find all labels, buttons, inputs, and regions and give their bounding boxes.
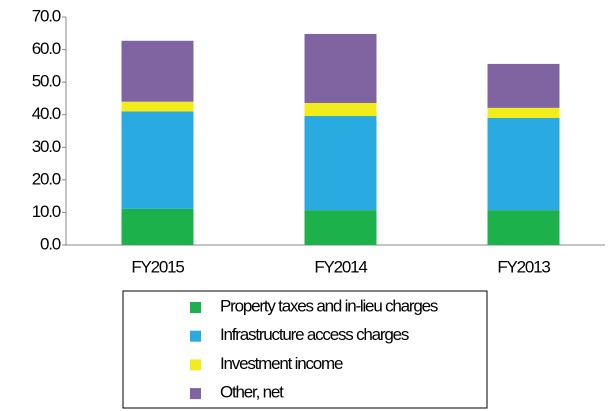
legend-swatch xyxy=(190,302,201,313)
x-tick-label: FY2014 xyxy=(314,257,367,276)
x-tick-label: FY2015 xyxy=(131,257,184,276)
y-tick-label: 10.0 xyxy=(32,202,61,221)
legend-label: Investment income xyxy=(220,354,343,373)
legend-box xyxy=(122,290,488,409)
x-tick-label: FY2013 xyxy=(497,257,550,276)
bar-segment xyxy=(304,102,377,117)
bar-segment xyxy=(304,210,377,245)
legend-label: Other, net xyxy=(220,383,284,402)
bar-segment xyxy=(121,40,194,102)
bar-segment xyxy=(487,63,560,108)
bar-segment xyxy=(487,107,560,118)
bar-segment xyxy=(487,117,560,211)
y-tick-label: 30.0 xyxy=(32,137,61,156)
legend-swatch xyxy=(190,330,201,342)
bar-segment xyxy=(304,116,377,211)
legend-label: Property taxes and in-lieu charges xyxy=(220,296,438,315)
y-tick-label: 70.0 xyxy=(32,6,61,25)
bar-segment xyxy=(121,101,194,112)
y-tick-label: 40.0 xyxy=(32,104,61,123)
legend-swatch xyxy=(190,359,201,371)
legend-swatch xyxy=(190,388,201,400)
bar-segment xyxy=(121,208,194,245)
y-tick-label: 0.0 xyxy=(40,234,61,253)
legend-label: Infrastructure access charges xyxy=(220,325,409,344)
bar-segment xyxy=(121,111,194,209)
y-tick-label: 50.0 xyxy=(32,72,61,91)
y-tick-label: 20.0 xyxy=(32,169,61,188)
y-tick-label: 60.0 xyxy=(32,39,61,58)
bar-segment xyxy=(304,33,377,103)
bar-segment xyxy=(487,210,560,245)
